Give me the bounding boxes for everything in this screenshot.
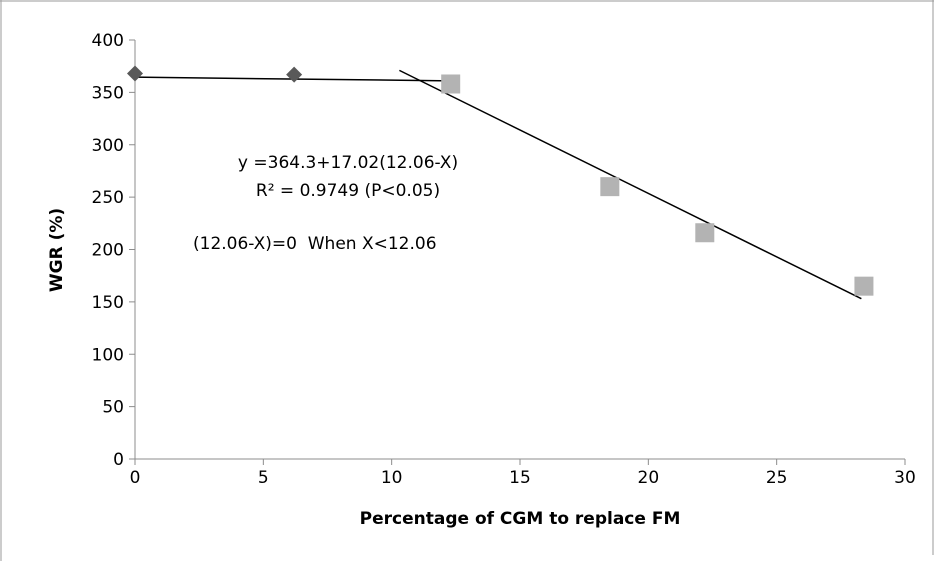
x-tick-label: 5 (258, 468, 269, 488)
x-tick-label: 0 (130, 468, 141, 488)
data-point-square (854, 276, 874, 296)
data-point-diamond (286, 66, 303, 83)
y-tick-label: 200 (92, 241, 124, 261)
annotation-r-squared: R² = 0.9749 (P<0.05) (256, 181, 440, 201)
data-points (127, 65, 874, 296)
fit-line (399, 69, 862, 300)
data-point-diamond (127, 65, 143, 82)
y-tick-label: 50 (102, 398, 124, 418)
y-tick-label: 400 (92, 31, 124, 51)
annotation-equation: y =364.3+17.02(12.06-X) (238, 153, 458, 173)
x-tick-label: 20 (638, 468, 660, 488)
data-point-square (695, 223, 715, 243)
axes: 0 50 100 150 200 250 300 350 400 0 5 10 15 20 25 30 (92, 31, 916, 488)
x-tick-label: 10 (381, 468, 403, 488)
y-tick-label: 150 (92, 293, 124, 313)
data-point-square (441, 74, 461, 94)
x-tick-label: 25 (766, 468, 788, 488)
y-tick-label: 350 (92, 83, 124, 103)
data-point-square (600, 177, 620, 197)
x-tick-label: 30 (894, 468, 916, 488)
x-axis-title: Percentage of CGM to replace FM (360, 509, 681, 529)
y-tick-label: 300 (92, 136, 124, 156)
x-tick-label: 15 (509, 468, 531, 488)
y-axis-title: WGR (%) (47, 208, 67, 292)
y-tick-label: 0 (113, 450, 124, 470)
y-tick-label: 250 (92, 188, 124, 208)
annotation-condition: (12.06-X)=0 When X<12.06 (193, 234, 437, 254)
fit-lines (134, 69, 862, 300)
y-tick-label: 100 (92, 345, 124, 365)
